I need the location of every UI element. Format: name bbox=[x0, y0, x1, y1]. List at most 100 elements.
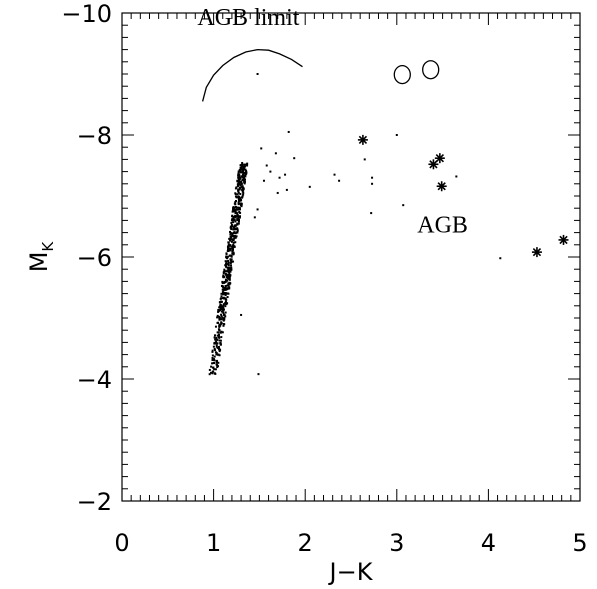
rgb-point bbox=[224, 278, 227, 281]
rgb-point bbox=[220, 313, 223, 316]
rgb-point bbox=[224, 302, 227, 305]
rgb-point bbox=[213, 368, 216, 371]
rgb-point bbox=[221, 331, 224, 334]
rgb-point bbox=[242, 179, 245, 182]
rgb-point bbox=[233, 227, 236, 230]
rgb-point bbox=[227, 270, 230, 273]
rgb-point bbox=[240, 205, 243, 208]
rgb-point bbox=[219, 342, 222, 345]
rgb-point bbox=[241, 196, 244, 199]
rgb-point bbox=[230, 255, 233, 258]
scatter-point bbox=[278, 176, 281, 179]
rgb-point bbox=[231, 225, 234, 228]
rgb-point bbox=[221, 282, 224, 285]
rgb-point bbox=[239, 183, 242, 186]
rgb-point bbox=[213, 359, 216, 362]
rgb-point bbox=[231, 232, 234, 235]
rgb-point bbox=[220, 315, 223, 318]
rgb-point bbox=[243, 182, 246, 185]
x-tick-label: 3 bbox=[389, 529, 404, 557]
rgb-point bbox=[235, 235, 238, 238]
rgb-point bbox=[232, 241, 235, 244]
rgb-point bbox=[211, 359, 214, 362]
rgb-point bbox=[223, 280, 226, 283]
rgb-point bbox=[239, 215, 242, 218]
asterisk-points bbox=[357, 134, 569, 258]
rgb-point bbox=[244, 175, 247, 178]
rgb-point bbox=[234, 236, 237, 239]
rgb-point bbox=[230, 261, 233, 264]
rgb-point bbox=[229, 239, 232, 242]
rgb-point bbox=[216, 364, 219, 367]
rgb-point bbox=[238, 188, 241, 191]
rgb-point bbox=[234, 206, 237, 209]
rgb-point bbox=[217, 333, 220, 336]
rgb-point bbox=[222, 297, 225, 300]
scatter-point bbox=[308, 185, 311, 188]
rgb-point bbox=[238, 168, 241, 171]
rgb-point bbox=[215, 336, 218, 339]
rgb-point bbox=[212, 345, 215, 348]
asterisk-point bbox=[558, 234, 569, 245]
rgb-point bbox=[239, 177, 242, 180]
rgb-point bbox=[241, 189, 244, 192]
rgb-point bbox=[210, 365, 213, 368]
rgb-point bbox=[236, 180, 239, 183]
rgb-point bbox=[218, 309, 221, 312]
rgb-point bbox=[218, 323, 221, 326]
rgb-point bbox=[233, 225, 236, 228]
rgb-point bbox=[233, 231, 236, 234]
rgb-point bbox=[237, 170, 240, 173]
rgb-point bbox=[237, 222, 240, 225]
rgb-point bbox=[239, 199, 242, 202]
rgb-point bbox=[228, 283, 231, 286]
rgb-point bbox=[224, 285, 227, 288]
rgb-point bbox=[235, 196, 238, 199]
rgb-point bbox=[229, 262, 232, 265]
rgb-point bbox=[222, 313, 225, 316]
rgb-point bbox=[221, 316, 224, 319]
rgb-point bbox=[214, 351, 217, 354]
rgb-point bbox=[227, 259, 230, 262]
red-giant-branch-points bbox=[208, 161, 249, 376]
rgb-point bbox=[241, 187, 244, 190]
rgb-point bbox=[229, 235, 232, 238]
scatter-point bbox=[333, 173, 336, 176]
scatter-point bbox=[262, 179, 265, 182]
rgb-point bbox=[212, 370, 215, 373]
rgb-point bbox=[211, 372, 214, 375]
rgb-point bbox=[222, 291, 225, 294]
rgb-point bbox=[239, 192, 242, 195]
rgb-point bbox=[237, 189, 240, 192]
y-tick-label: −8 bbox=[77, 122, 112, 150]
x-axis-title: J−K bbox=[328, 558, 374, 586]
rgb-point bbox=[245, 163, 248, 166]
rgb-point bbox=[216, 346, 219, 349]
rgb-point bbox=[221, 305, 224, 308]
rgb-point bbox=[231, 215, 234, 218]
rgb-point bbox=[229, 225, 232, 228]
rgb-point bbox=[214, 325, 217, 328]
rgb-point bbox=[238, 208, 241, 211]
rgb-point bbox=[233, 215, 236, 218]
rgb-point bbox=[237, 188, 240, 191]
rgb-point bbox=[236, 212, 239, 215]
rgb-point bbox=[226, 292, 229, 295]
rgb-point bbox=[227, 264, 230, 267]
scatter-point bbox=[256, 73, 259, 75]
rgb-point bbox=[225, 252, 228, 255]
rgb-point bbox=[227, 282, 230, 285]
rgb-point bbox=[235, 231, 238, 234]
rgb-point bbox=[232, 246, 235, 249]
rgb-point bbox=[227, 274, 230, 277]
rgb-point bbox=[232, 215, 235, 218]
y-tick-label: −6 bbox=[77, 244, 112, 272]
rgb-point bbox=[240, 171, 243, 174]
open-circle-points bbox=[393, 60, 440, 85]
rgb-point bbox=[228, 272, 231, 275]
rgb-point bbox=[234, 224, 237, 227]
rgb-point bbox=[230, 221, 233, 224]
rgb-point bbox=[227, 277, 230, 280]
rgb-point bbox=[215, 361, 218, 364]
rgb-point bbox=[211, 354, 214, 357]
